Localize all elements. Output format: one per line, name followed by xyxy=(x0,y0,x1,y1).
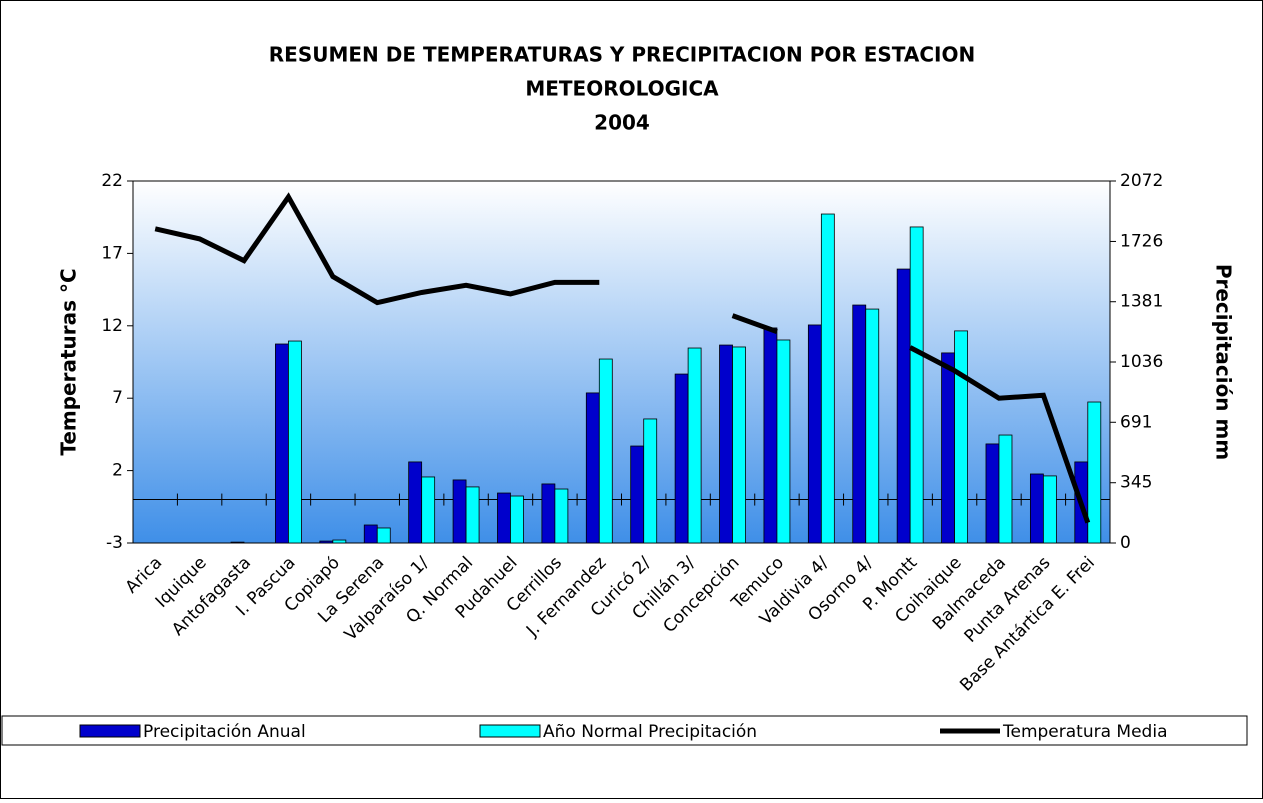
legend-swatch xyxy=(479,724,541,738)
bar xyxy=(674,373,689,544)
y-tick-label: 17 xyxy=(101,243,123,263)
bar xyxy=(732,346,746,544)
bar xyxy=(1029,473,1044,544)
y-tick-label: 2 xyxy=(112,461,123,481)
bar xyxy=(719,344,733,544)
legend-label: Año Normal Precipitación xyxy=(543,722,757,742)
y2-axis-label: Precipitación mm xyxy=(1212,264,1236,460)
bar xyxy=(497,492,511,544)
bar xyxy=(510,495,524,544)
bar xyxy=(985,443,1000,544)
bar xyxy=(763,327,778,544)
legend xyxy=(1,715,1248,746)
y2-tick-label: 345 xyxy=(1120,473,1152,493)
bar xyxy=(643,418,658,544)
bar xyxy=(807,324,822,544)
chart-title: METEOROLOGICA xyxy=(525,77,719,101)
y2-tick-label: 2072 xyxy=(1120,171,1163,191)
bar xyxy=(541,483,556,544)
bar xyxy=(275,343,289,544)
bar xyxy=(554,488,569,544)
bar xyxy=(852,304,867,544)
line xyxy=(154,192,1091,524)
bar xyxy=(776,339,791,544)
bar xyxy=(630,445,645,544)
y2-tick-label: 1036 xyxy=(1120,352,1163,372)
y-tick-label: 12 xyxy=(101,316,123,336)
legend-label: Precipitación Anual xyxy=(143,722,306,742)
chart-title: 2004 xyxy=(594,111,650,135)
bar xyxy=(319,540,334,544)
bar xyxy=(1087,401,1102,544)
bar xyxy=(408,461,423,544)
bar xyxy=(687,347,702,544)
y2-tick-label: 1381 xyxy=(1120,292,1163,312)
bar xyxy=(585,392,600,544)
bar xyxy=(376,527,391,544)
bar xyxy=(998,434,1013,544)
bar xyxy=(598,358,613,544)
bar xyxy=(363,524,378,544)
bar xyxy=(452,479,467,544)
bar xyxy=(288,340,302,544)
bar xyxy=(896,268,911,544)
bar xyxy=(954,330,968,544)
bar xyxy=(820,213,835,544)
y-tick-label: -3 xyxy=(106,533,123,553)
legend-swatch xyxy=(79,724,141,738)
bar xyxy=(332,539,347,544)
bar xyxy=(1042,475,1057,544)
legend-label: Temperatura Media xyxy=(1002,722,1167,742)
bar xyxy=(421,476,436,544)
y2-tick-label: 1726 xyxy=(1120,231,1163,251)
y2-tick-label: 691 xyxy=(1120,412,1152,432)
chart-title: RESUMEN DE TEMPERATURAS Y PRECIPITACION … xyxy=(269,43,975,67)
bar xyxy=(941,352,955,544)
bar xyxy=(909,226,924,544)
y-tick-label: 7 xyxy=(112,388,123,408)
bar xyxy=(865,308,880,544)
y-tick-label: 22 xyxy=(101,171,123,191)
bar xyxy=(230,541,245,544)
y-axis-label: Temperaturas °C xyxy=(57,268,81,455)
bar xyxy=(465,486,480,544)
y2-tick-label: 0 xyxy=(1120,533,1131,553)
